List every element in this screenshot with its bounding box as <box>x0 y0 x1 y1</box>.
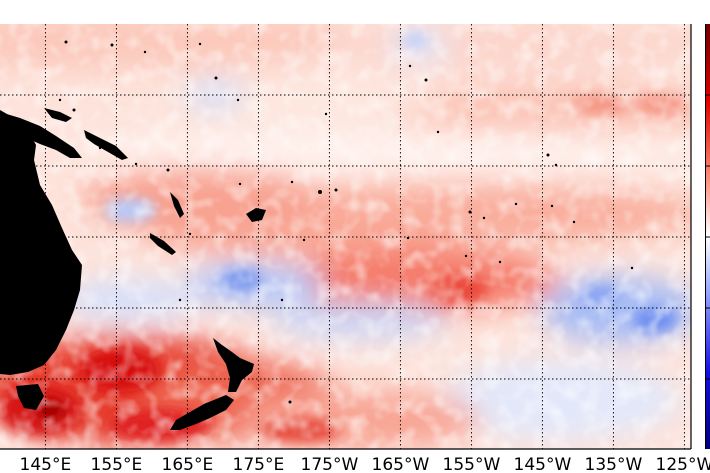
longitude-label: 145°W <box>514 455 572 473</box>
longitude-label: 155°E <box>91 455 143 473</box>
longitude-label: 155°W <box>443 455 501 473</box>
colorbar-ticks <box>706 94 710 380</box>
vanuatu-islands <box>170 192 184 218</box>
solomon-islands <box>84 130 128 160</box>
small-islands <box>58 40 634 404</box>
australia-landmass <box>0 110 82 375</box>
new-caledonia-island <box>150 233 176 255</box>
tasmania-island <box>16 384 44 410</box>
longitude-label: 125°W <box>656 455 710 473</box>
new-zealand-north-island <box>213 338 254 392</box>
land-masses <box>0 40 634 430</box>
longitude-label: 165°W <box>372 455 430 473</box>
longitude-label: 135°W <box>585 455 643 473</box>
longitude-label: 145°E <box>20 455 72 473</box>
new-guinea-island <box>0 112 82 158</box>
longitude-label: 175°W <box>301 455 359 473</box>
colorbar <box>705 24 710 449</box>
graticule <box>0 24 691 449</box>
bismarck-archipelago <box>44 108 72 122</box>
new-zealand-south-island <box>170 395 234 430</box>
longitude-label: 165°E <box>162 455 214 473</box>
longitude-label: 175°E <box>233 455 285 473</box>
anomaly-field <box>0 24 691 449</box>
longitude-labels: 145°E 155°E 165°E 175°E 175°W 165°W 155°W 145°W… <box>20 455 710 473</box>
